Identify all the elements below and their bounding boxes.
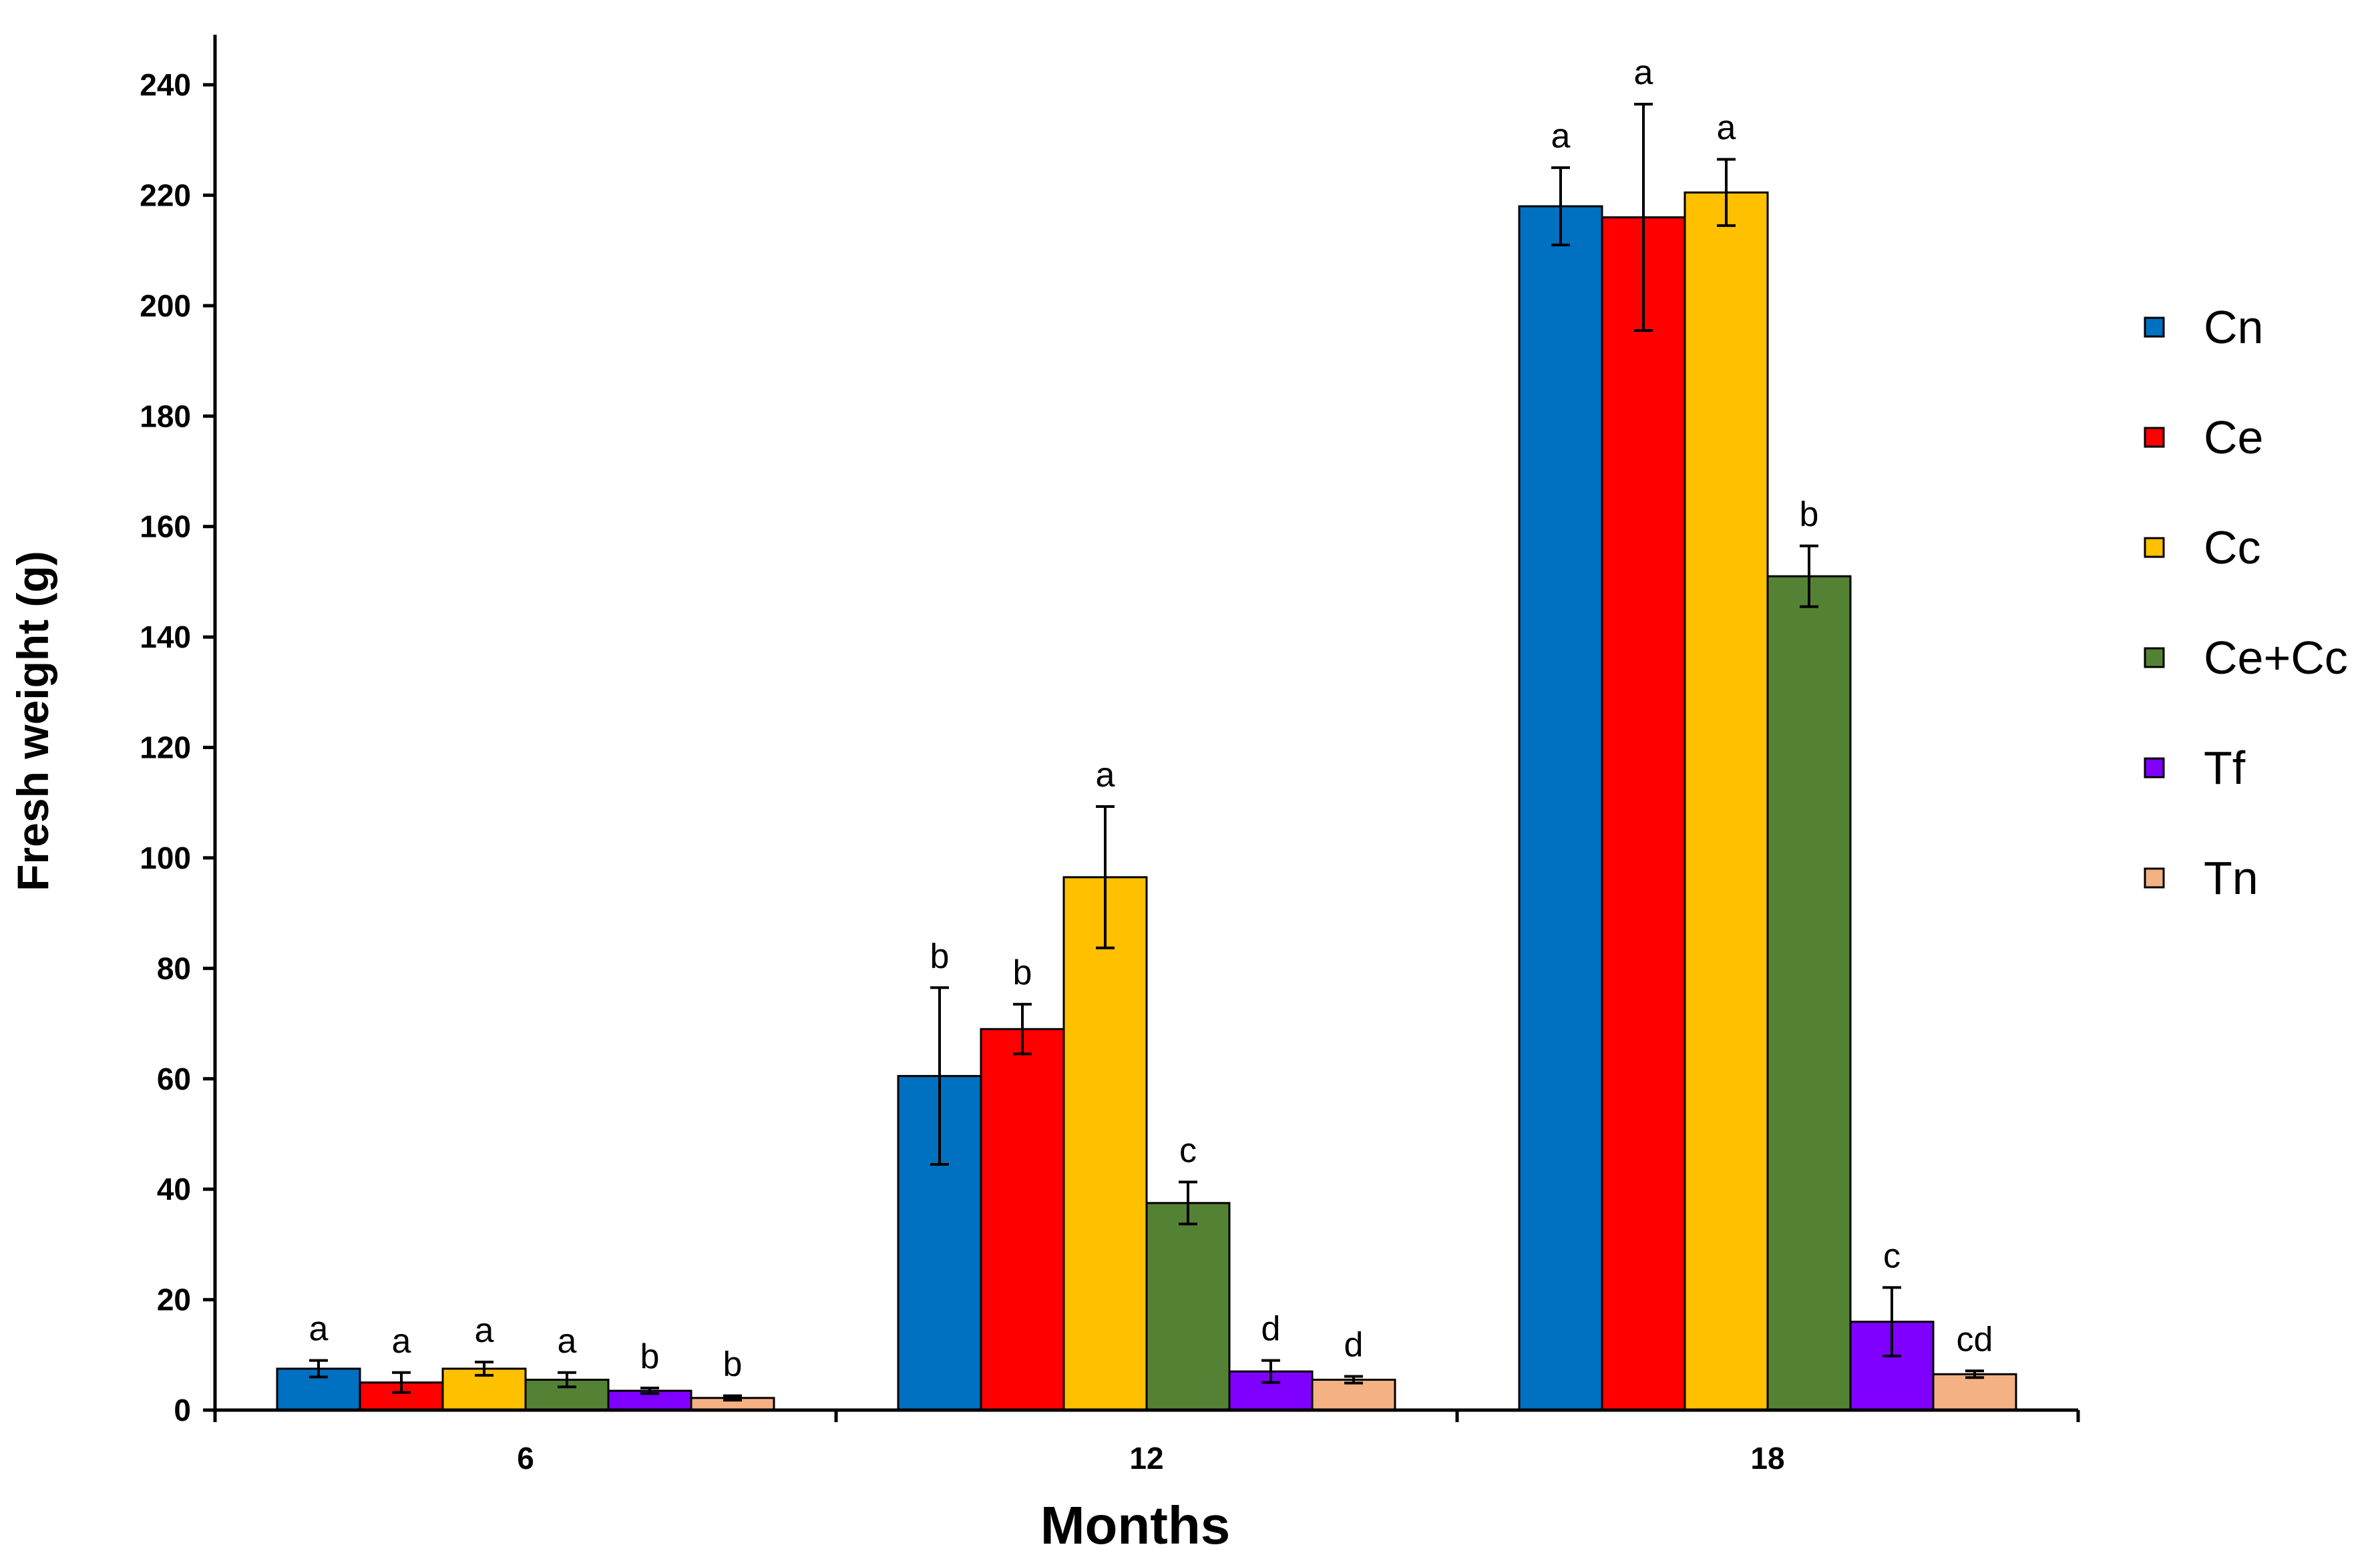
y-tick-label: 40 — [157, 1172, 191, 1206]
bar-ce-cc-18 — [1766, 575, 1852, 1411]
significance-letter: a — [1634, 53, 1653, 92]
error-bar — [1965, 1369, 1984, 1379]
legend-label: Cn — [2204, 301, 2263, 353]
x-tick-label: 18 — [1750, 1441, 1784, 1476]
bar-cc-12 — [1062, 876, 1148, 1411]
legend-swatch — [2144, 537, 2165, 558]
significance-letter: a — [558, 1322, 577, 1361]
y-tick-label: 120 — [140, 730, 191, 765]
bar-ce-12 — [980, 1028, 1065, 1411]
error-bar — [1013, 1003, 1032, 1056]
x-tick-label: 6 — [517, 1441, 534, 1476]
y-tick-label: 220 — [140, 178, 191, 212]
bar-cn-18 — [1518, 205, 1603, 1411]
y-tick-label: 100 — [140, 841, 191, 875]
legend: Cn Ce Cc Ce+Cc Tf Tn — [2144, 301, 2348, 904]
error-bar — [1800, 544, 1818, 608]
x-axis-title: Months — [1040, 1496, 1230, 1555]
error-bar — [723, 1394, 742, 1402]
error-bar — [558, 1371, 576, 1389]
y-tick-label: 240 — [140, 67, 191, 102]
y-tick-label: 200 — [140, 288, 191, 323]
significance-letter: a — [1096, 756, 1115, 795]
legend-label: Tf — [2204, 742, 2246, 794]
legend-item: Ce — [2144, 411, 2263, 463]
error-bar — [1717, 158, 1736, 227]
bar-ce-18 — [1601, 216, 1686, 1411]
y-axis-ticks: 0 20 40 60 80 100 120 140 160 180 200 220 240 — [140, 67, 215, 1427]
y-tick-label: 60 — [157, 1062, 191, 1096]
bar-cc-18 — [1683, 191, 1769, 1411]
error-bar — [1882, 1286, 1901, 1357]
significance-letter: d — [1261, 1310, 1281, 1349]
legend-item: Ce+Cc — [2144, 632, 2348, 684]
y-tick-label: 180 — [140, 399, 191, 433]
bar-tn-18 — [1932, 1373, 2017, 1411]
legend-swatch — [2144, 647, 2165, 668]
significance-letter: a — [392, 1322, 411, 1361]
legend-item: Tn — [2144, 852, 2258, 904]
legend-label: Cc — [2204, 521, 2261, 574]
legend-label: Ce+Cc — [2204, 632, 2348, 684]
error-bar — [309, 1359, 328, 1379]
x-tick-label: 12 — [1129, 1441, 1163, 1476]
error-bar — [930, 986, 949, 1166]
error-bar — [1179, 1180, 1197, 1226]
error-bar — [1344, 1375, 1363, 1385]
significance-letter: b — [723, 1345, 743, 1383]
y-tick-label: 20 — [157, 1283, 191, 1317]
significance-letter: a — [1551, 117, 1571, 156]
error-bar — [1096, 805, 1115, 949]
legend-label: Tn — [2204, 852, 2258, 904]
significance-letter: d — [1344, 1326, 1364, 1365]
significance-letter: b — [1800, 495, 1819, 534]
legend-item: Cn — [2144, 301, 2263, 353]
error-bar — [475, 1361, 493, 1377]
significance-letter: c — [1883, 1237, 1901, 1275]
error-bar — [392, 1371, 411, 1394]
significance-letter: b — [1013, 953, 1032, 992]
legend-item: Tf — [2144, 742, 2246, 794]
legend-item: Cc — [2144, 521, 2261, 574]
legend-swatch — [2144, 427, 2165, 448]
legend-label: Ce — [2204, 411, 2263, 463]
error-bar — [640, 1386, 659, 1395]
bar-ce-cc-12 — [1145, 1202, 1231, 1411]
error-bar — [1551, 166, 1570, 246]
significance-letter: cd — [1957, 1320, 1993, 1359]
y-axis-title: Fresh weight (g) — [8, 551, 57, 891]
legend-swatch — [2144, 867, 2165, 889]
y-tick-label: 140 — [140, 620, 191, 654]
y-tick-label: 160 — [140, 509, 191, 544]
legend-swatch — [2144, 316, 2165, 338]
legend-swatch — [2144, 757, 2165, 778]
error-bar — [1634, 102, 1653, 332]
bars: a b a a b a a a a a c b b d c b d cd — [276, 53, 2017, 1411]
significance-letter: a — [475, 1311, 494, 1350]
significance-letter: a — [1717, 109, 1736, 148]
significance-letter: a — [309, 1310, 329, 1349]
significance-letter: b — [930, 937, 950, 975]
error-bar — [1261, 1359, 1280, 1384]
y-tick-label: 0 — [174, 1393, 191, 1427]
x-axis-ticks: 6 12 18 — [213, 1410, 2080, 1476]
y-tick-label: 80 — [157, 951, 191, 985]
significance-letter: b — [640, 1337, 660, 1376]
axes — [213, 35, 2078, 1412]
significance-letter: c — [1179, 1131, 1197, 1170]
